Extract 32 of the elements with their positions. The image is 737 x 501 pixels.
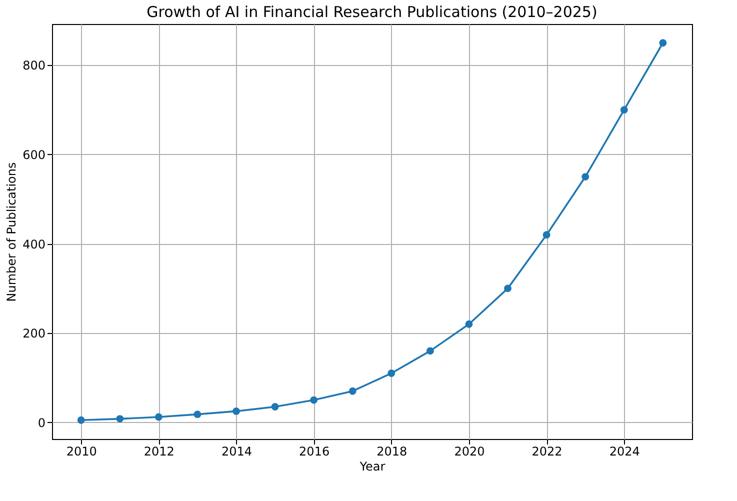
y-tick-label: 800 <box>22 58 46 73</box>
x-tick-label: 2018 <box>376 444 408 458</box>
point <box>154 413 162 421</box>
x-tick-label: 2014 <box>221 444 252 458</box>
y-tick-label: 200 <box>22 326 46 341</box>
x-tick-label: 2022 <box>532 444 562 458</box>
point <box>271 403 279 410</box>
point <box>77 416 85 424</box>
point <box>659 39 667 47</box>
x-tick-label: 2020 <box>454 444 485 458</box>
point <box>465 320 473 328</box>
point <box>310 396 318 404</box>
point <box>426 347 434 355</box>
y-tick-label: 400 <box>22 237 46 252</box>
point <box>388 370 396 377</box>
x-tick-label: 2010 <box>66 444 97 458</box>
point <box>232 408 240 415</box>
x-tick-label: 2024 <box>609 444 640 458</box>
y-tick-label: 600 <box>22 148 46 162</box>
point <box>194 410 202 418</box>
point <box>116 415 124 422</box>
point <box>504 284 512 292</box>
point <box>348 387 356 395</box>
point <box>620 106 628 114</box>
point <box>542 231 550 239</box>
y-axis-title: Number of Publications <box>4 162 19 302</box>
x-axis-title: Year <box>358 460 386 474</box>
x-tick-label: 2012 <box>144 444 174 458</box>
point <box>582 173 590 181</box>
chart-title: Growth of AI in Financial Research Publications (2010–2025) <box>146 3 598 21</box>
x-tick-label: 2016 <box>299 444 330 458</box>
y-tick-label: 0 <box>38 416 46 430</box>
